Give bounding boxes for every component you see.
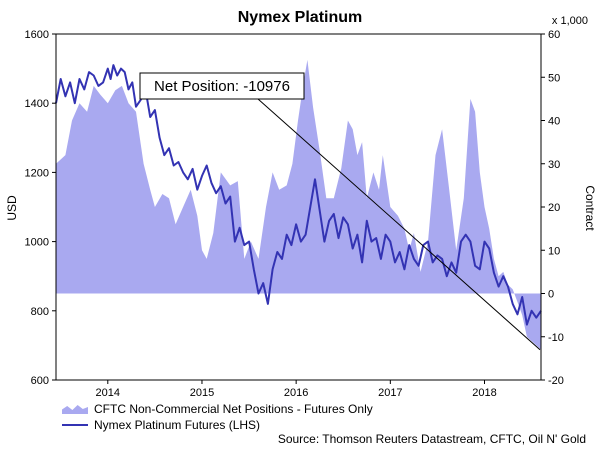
y-right-tick-label: 20: [548, 202, 560, 214]
chart-title: Nymex Platinum: [238, 9, 362, 26]
y-left-tick-label: 800: [31, 306, 49, 318]
y-left-tick-label: 1200: [25, 167, 49, 179]
legend-item-net-positions: CFTC Non-Commercial Net Positions - Futu…: [62, 401, 373, 417]
y-right-tick-label: 50: [548, 72, 560, 84]
right-axis-unit: x 1,000: [552, 15, 588, 27]
source-note: Source: Thomson Reuters Datastream, CFTC…: [277, 432, 586, 446]
legend: CFTC Non-Commercial Net Positions - Futu…: [62, 401, 373, 433]
legend-swatch-area: [62, 405, 88, 414]
y-axis-label-right: Contract: [583, 185, 597, 231]
y-right-tick-label: -20: [548, 375, 564, 387]
x-tick-label: 2016: [284, 387, 308, 399]
annotation-box: [139, 72, 305, 100]
y-right-tick-label: -10: [548, 332, 564, 344]
annotation-label: Net Position: -10976: [154, 78, 290, 95]
x-tick-label: 2015: [190, 387, 214, 399]
legend-swatch-line: [62, 424, 88, 426]
y-left-tick-label: 1400: [25, 98, 49, 110]
y-left-tick-label: 600: [31, 375, 49, 387]
x-tick-label: 2014: [96, 387, 120, 399]
y-right-tick-label: 60: [548, 29, 560, 41]
y-right-tick-label: 30: [548, 159, 560, 171]
legend-label-futures: Nymex Platinum Futures (LHS): [94, 418, 261, 432]
x-tick-label: 2018: [472, 387, 496, 399]
series-area-net-positions: [56, 59, 541, 350]
y-left-tick-label: 1000: [25, 237, 49, 249]
series-line-platinum-futures: [55, 64, 542, 326]
y-axis-label-left: USD: [5, 195, 19, 221]
y-right-tick-label: 40: [548, 116, 560, 128]
annotation-pointer-line: [257, 98, 541, 351]
x-tick-label: 2017: [378, 387, 402, 399]
legend-label-net-positions: CFTC Non-Commercial Net Positions - Futu…: [94, 402, 373, 416]
y-right-tick-label: 0: [548, 289, 554, 301]
y-left-tick-label: 1600: [25, 29, 49, 41]
y-right-tick-label: 10: [548, 245, 560, 257]
legend-item-futures: Nymex Platinum Futures (LHS): [62, 417, 373, 433]
